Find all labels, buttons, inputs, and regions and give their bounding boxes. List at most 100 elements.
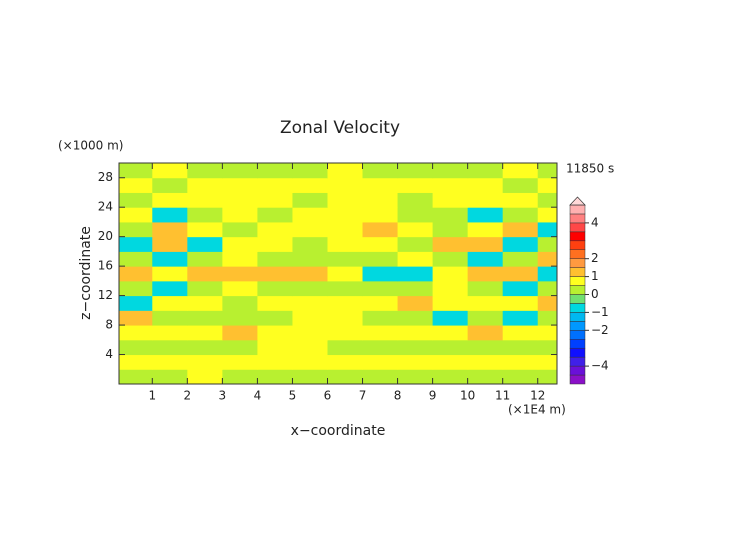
contour-cell [152, 192, 188, 208]
contour-cell [257, 236, 293, 252]
contour-cell [187, 163, 223, 179]
contour-cell [432, 295, 469, 311]
contour-cell [257, 325, 293, 341]
contour-cell [222, 192, 258, 208]
colorbar-box [569, 303, 586, 313]
colorbar-tick-label: −1 [591, 305, 609, 319]
contour-cell [119, 280, 153, 297]
y-tick-label: 8 [105, 318, 113, 332]
contour-cell [397, 325, 434, 341]
contour-cell [187, 354, 223, 370]
y-tick-label: 28 [98, 170, 113, 184]
contour-cell [292, 354, 328, 370]
colorbar-box [569, 276, 586, 286]
contour-cell [467, 280, 504, 297]
contour-cell [537, 354, 558, 370]
contour-cell [187, 369, 223, 385]
contour-cell [152, 221, 188, 238]
contour-cell [292, 207, 328, 223]
contour-cell [152, 207, 188, 223]
contour-cell [362, 295, 399, 311]
plot-frame [118, 162, 558, 385]
contour-cell [467, 163, 504, 179]
contour-cell [467, 266, 504, 282]
contour-cell [467, 192, 504, 208]
x-tick-label: 6 [324, 389, 332, 403]
colorbar-box [569, 347, 586, 358]
contour-cell [119, 221, 153, 238]
colorbar-tick-label: 4 [591, 215, 599, 229]
contour-cell [397, 310, 434, 326]
colorbar-extend [569, 196, 586, 206]
y-tick-label: 20 [98, 229, 113, 243]
contour-cell [119, 266, 153, 282]
contour-cell [432, 354, 469, 370]
contour-cell [292, 339, 328, 356]
contour-cell [222, 339, 258, 356]
contour-cell [119, 207, 153, 223]
contour-cell [119, 295, 153, 311]
contour-cell [397, 280, 434, 297]
contour-cell [119, 236, 153, 252]
contour-cell [187, 339, 223, 356]
contour-cell [187, 221, 223, 238]
colorbar-box [569, 231, 586, 242]
contour-cell [257, 221, 293, 238]
colorbar-box [569, 267, 586, 277]
contour-cell [502, 177, 539, 193]
contour-cell [119, 177, 153, 193]
x-unit: (×1E4 m) [508, 403, 566, 417]
contour-cell [222, 325, 258, 341]
contour-cell [467, 295, 504, 311]
colorbar-box [569, 330, 586, 340]
contour-cell [432, 310, 469, 326]
contour-cell [362, 354, 399, 370]
colorbar-box [569, 258, 586, 268]
contour-cell [257, 280, 293, 297]
contour-cell [119, 192, 153, 208]
colorbar-box [569, 294, 586, 304]
colorbar-tick-label: −4 [591, 359, 609, 373]
contour-cell [537, 266, 558, 282]
contour-cell [397, 266, 434, 282]
contour-cell [222, 221, 258, 238]
contour-cell [152, 354, 188, 370]
contour-cell [222, 251, 258, 267]
contour-cell [362, 280, 399, 297]
contour-cell [432, 207, 469, 223]
x-tick-label: 11 [495, 389, 510, 403]
contour-cell [397, 163, 434, 179]
contour-cell [432, 339, 469, 356]
contour-cell [327, 295, 364, 311]
contour-cell [467, 236, 504, 252]
colorbar-box [569, 365, 586, 376]
contour-cell [432, 177, 469, 193]
contour-cell [152, 236, 188, 252]
contour-cell [257, 310, 293, 326]
colorbar-tick-label: 1 [591, 269, 599, 283]
contour-cell [187, 295, 223, 311]
contour-cell [327, 325, 364, 341]
contour-cell [152, 266, 188, 282]
colorbar-box [569, 240, 586, 251]
contour-cell [537, 280, 558, 297]
contour-cell [257, 266, 293, 282]
time-label: 11850 s [566, 162, 614, 176]
colorbar-tick-label: 2 [591, 251, 599, 265]
contour-cell [537, 192, 558, 208]
contour-cell [502, 310, 539, 326]
contour-cell [327, 177, 364, 193]
contour-cell [292, 266, 328, 282]
contour-cell [187, 280, 223, 297]
contour-cell [119, 163, 153, 179]
colorbar-box [569, 285, 586, 295]
contour-cell [152, 251, 188, 267]
y-unit: (×1000 m) [58, 139, 123, 153]
contour-cell [257, 207, 293, 223]
contour-cell [222, 236, 258, 252]
contour-cell [432, 251, 469, 267]
contour-cell [327, 310, 364, 326]
x-tick-label: 9 [429, 389, 437, 403]
contour-cell [222, 354, 258, 370]
